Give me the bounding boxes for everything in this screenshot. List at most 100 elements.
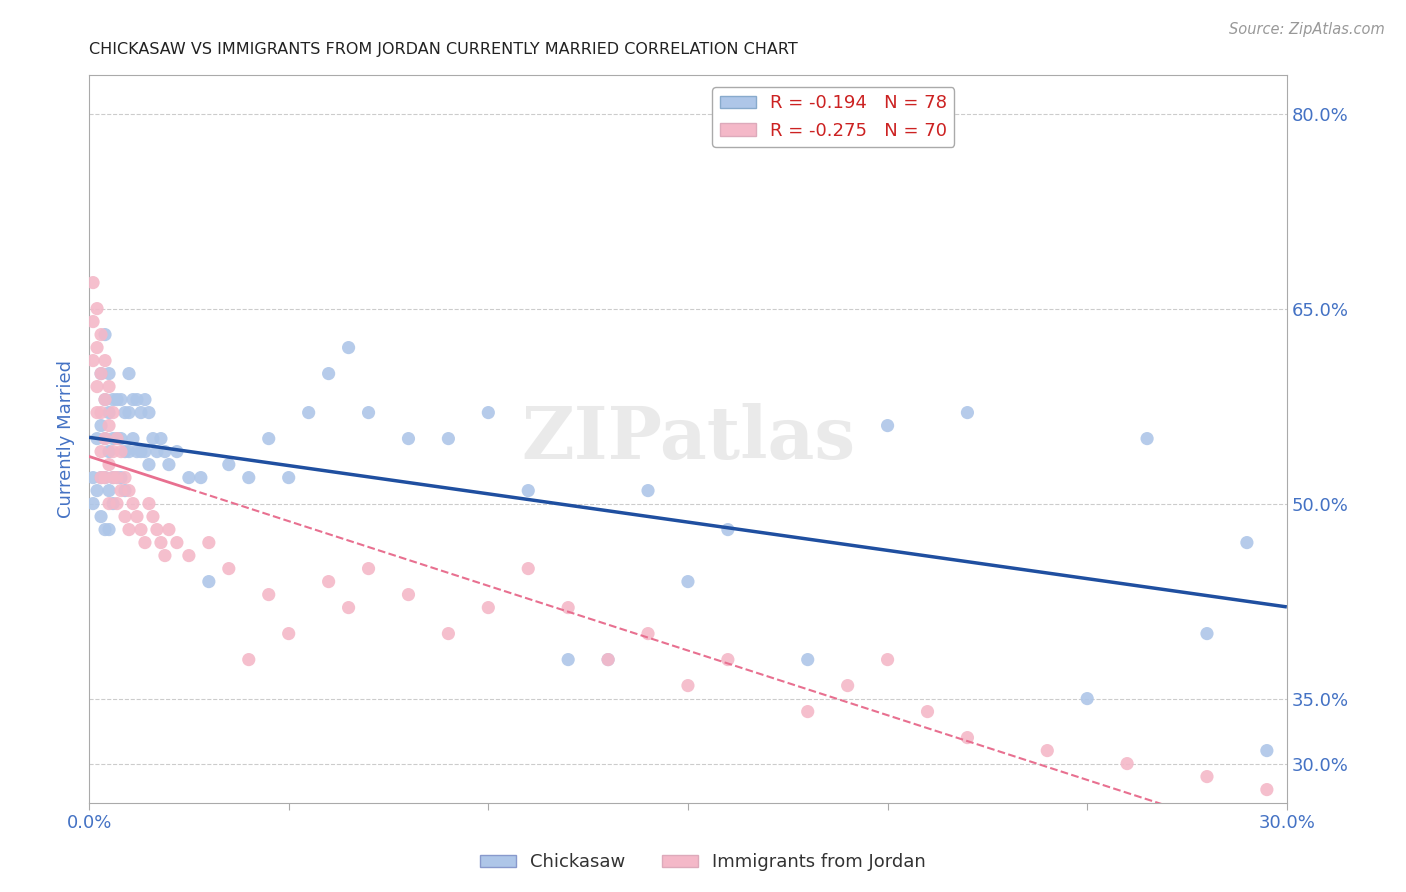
Point	[94, 470, 117, 484]
Point	[1195, 626, 1218, 640]
Point	[98, 379, 121, 393]
Point	[105, 497, 128, 511]
Point	[86, 483, 108, 498]
Point	[90, 327, 112, 342]
Point	[105, 432, 128, 446]
Legend: Chickasaw, Immigrants from Jordan: Chickasaw, Immigrants from Jordan	[472, 847, 934, 879]
Point	[110, 432, 132, 446]
Point	[1036, 743, 1059, 757]
Point	[157, 523, 180, 537]
Point	[1076, 691, 1098, 706]
Point	[125, 392, 148, 407]
Point	[90, 406, 112, 420]
Point	[138, 497, 160, 511]
Point	[114, 444, 136, 458]
Point	[717, 523, 740, 537]
Point	[101, 470, 124, 484]
Point	[238, 470, 260, 484]
Point	[138, 458, 160, 472]
Point	[134, 392, 156, 407]
Point	[118, 483, 141, 498]
Point	[218, 561, 240, 575]
Point	[917, 705, 939, 719]
Point	[357, 406, 380, 420]
Point	[82, 353, 104, 368]
Point	[98, 483, 121, 498]
Point	[101, 406, 124, 420]
Point	[637, 483, 659, 498]
Point	[157, 458, 180, 472]
Point	[122, 497, 145, 511]
Point	[94, 470, 117, 484]
Point	[90, 418, 112, 433]
Text: Source: ZipAtlas.com: Source: ZipAtlas.com	[1229, 22, 1385, 37]
Point	[238, 652, 260, 666]
Point	[114, 509, 136, 524]
Legend: R = -0.194   N = 78, R = -0.275   N = 70: R = -0.194 N = 78, R = -0.275 N = 70	[713, 87, 955, 146]
Point	[82, 497, 104, 511]
Point	[125, 444, 148, 458]
Point	[114, 406, 136, 420]
Point	[149, 535, 172, 549]
Point	[153, 549, 176, 563]
Point	[129, 523, 152, 537]
Point	[114, 483, 136, 498]
Point	[598, 652, 620, 666]
Point	[956, 731, 979, 745]
Point	[166, 535, 188, 549]
Point	[86, 341, 108, 355]
Point	[86, 301, 108, 316]
Point	[357, 561, 380, 575]
Point	[257, 432, 280, 446]
Point	[876, 652, 898, 666]
Point	[110, 444, 132, 458]
Point	[86, 379, 108, 393]
Y-axis label: Currently Married: Currently Married	[58, 359, 75, 517]
Point	[218, 458, 240, 472]
Point	[134, 535, 156, 549]
Point	[149, 432, 172, 446]
Point	[86, 432, 108, 446]
Point	[717, 652, 740, 666]
Point	[118, 367, 141, 381]
Point	[110, 392, 132, 407]
Point	[105, 470, 128, 484]
Point	[437, 626, 460, 640]
Point	[90, 470, 112, 484]
Point	[166, 444, 188, 458]
Point	[318, 367, 340, 381]
Point	[1136, 432, 1159, 446]
Point	[1256, 743, 1278, 757]
Point	[142, 432, 165, 446]
Point	[337, 600, 360, 615]
Point	[98, 523, 121, 537]
Text: CHICKASAW VS IMMIGRANTS FROM JORDAN CURRENTLY MARRIED CORRELATION CHART: CHICKASAW VS IMMIGRANTS FROM JORDAN CURR…	[89, 42, 797, 57]
Point	[177, 549, 200, 563]
Point	[90, 470, 112, 484]
Point	[82, 276, 104, 290]
Point	[101, 470, 124, 484]
Point	[198, 535, 221, 549]
Point	[105, 470, 128, 484]
Point	[98, 418, 121, 433]
Point	[956, 406, 979, 420]
Point	[118, 406, 141, 420]
Point	[198, 574, 221, 589]
Point	[101, 432, 124, 446]
Point	[122, 392, 145, 407]
Point	[105, 392, 128, 407]
Point	[105, 432, 128, 446]
Point	[98, 367, 121, 381]
Point	[796, 705, 818, 719]
Point	[153, 444, 176, 458]
Point	[277, 470, 299, 484]
Point	[98, 406, 121, 420]
Point	[557, 600, 579, 615]
Point	[598, 652, 620, 666]
Point	[101, 392, 124, 407]
Point	[190, 470, 212, 484]
Point	[637, 626, 659, 640]
Point	[437, 432, 460, 446]
Point	[118, 444, 141, 458]
Point	[94, 523, 117, 537]
